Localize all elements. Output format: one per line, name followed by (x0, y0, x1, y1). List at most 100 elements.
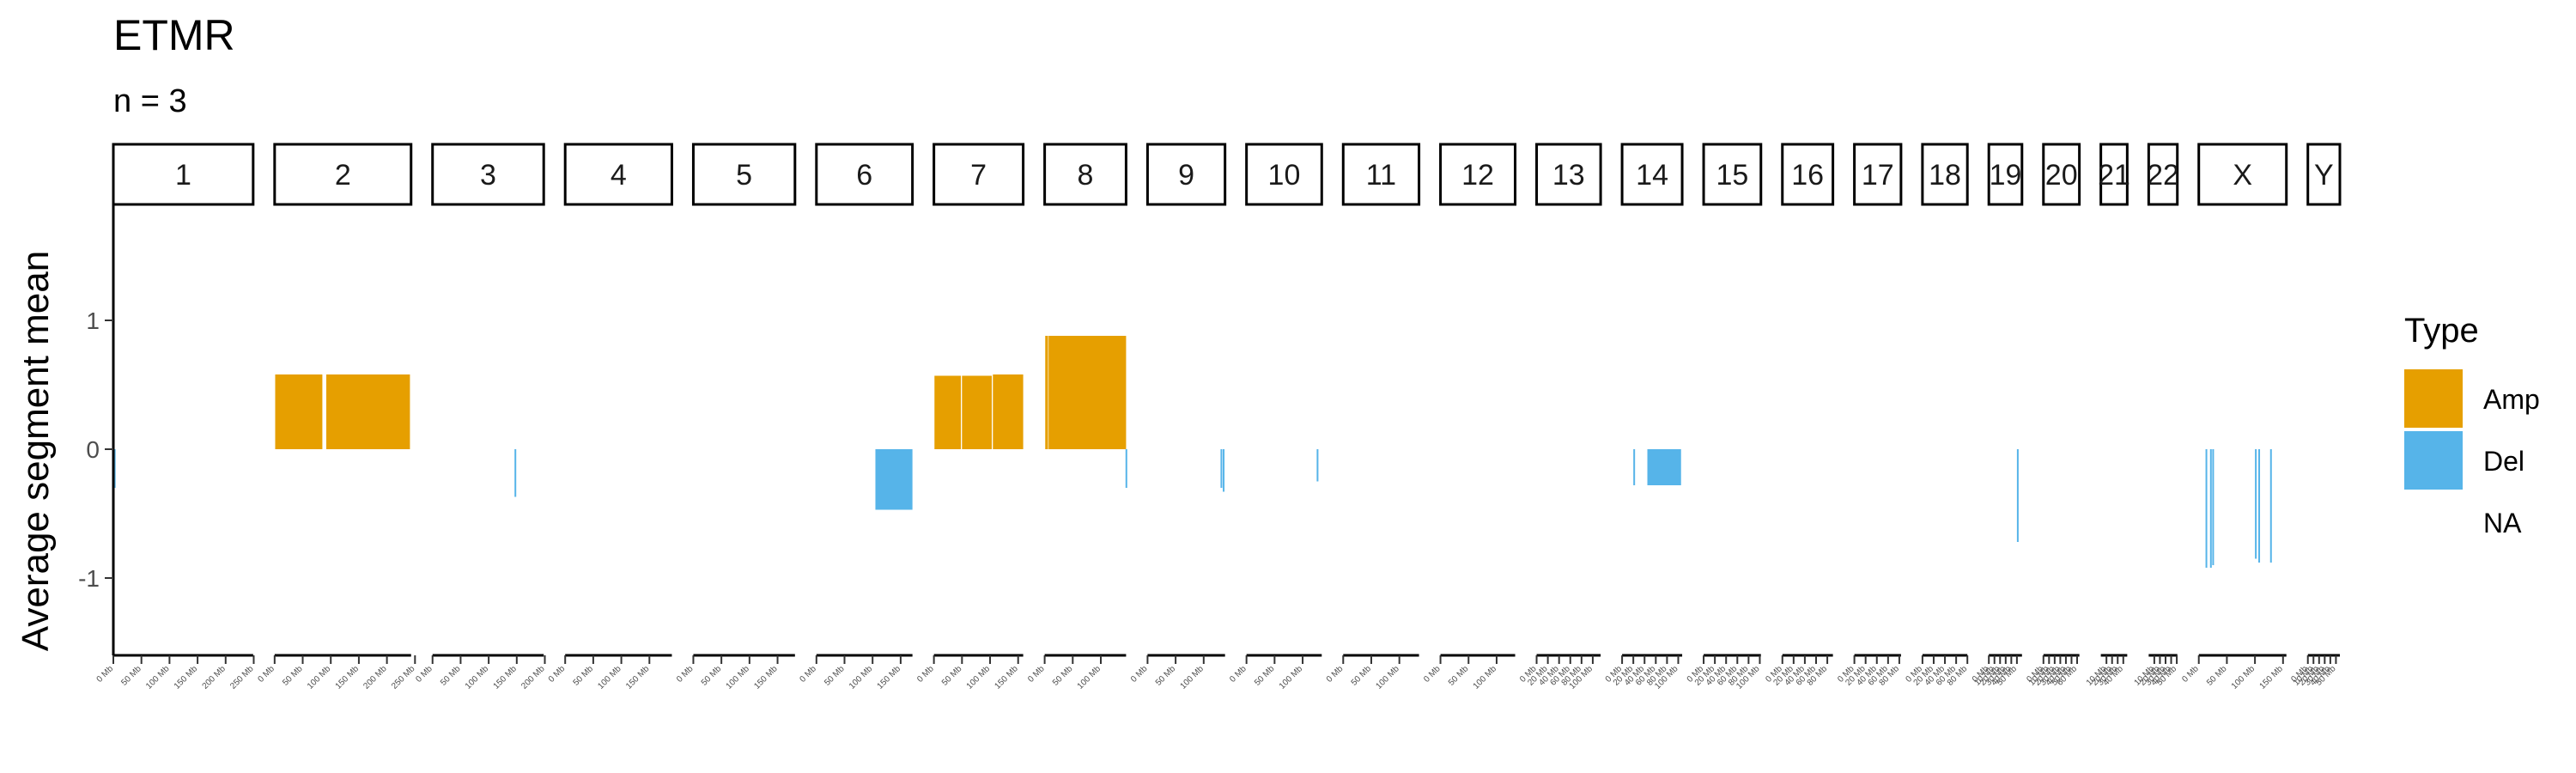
facet-label-1: 1 (175, 159, 191, 192)
x-tick-label-9-100: 100 Mb (1179, 664, 1206, 691)
x-tick-label-9-0: 0 Mb (1129, 664, 1150, 685)
legend-key-Amp (2404, 369, 2463, 428)
segment-bar-2-2 (325, 374, 410, 449)
facet-strip-15 (1702, 143, 1763, 206)
x-tick-label-12-0: 0 Mb (1422, 664, 1443, 685)
legend-key-Del (2404, 431, 2463, 490)
x-tick-label-8-50: 50 Mb (1051, 664, 1075, 688)
facet-strip-22 (2147, 143, 2179, 206)
legend-keys: Amp Del NA (2404, 369, 2540, 539)
facet-label-17: 17 (1862, 159, 1894, 192)
x-tick-label-6-100: 100 Mb (848, 664, 875, 691)
segment-bar-9-12 (1223, 449, 1225, 492)
chart-subtitle: n = 3 (113, 83, 187, 119)
x-tick-label-4-150: 150 Mb (624, 664, 652, 691)
facet-strip-12 (1439, 143, 1517, 206)
x-tick-label-2-100: 100 Mb (306, 664, 333, 691)
x-tick-label-2-250: 250 Mb (390, 664, 417, 691)
segment-bar-X-19 (2212, 449, 2215, 565)
x-tick-label-8-0: 0 Mb (1026, 664, 1047, 685)
x-tick-label-X-100: 100 Mb (2230, 664, 2257, 691)
x-tick-label-10-0: 0 Mb (1228, 664, 1249, 685)
facet-label-4: 4 (611, 159, 627, 192)
x-tick-label-3-200: 200 Mb (519, 664, 547, 691)
x-tick-label-1-250: 250 Mb (228, 664, 256, 691)
facet-strip-X (2197, 143, 2288, 206)
facet-label-21: 21 (2098, 159, 2130, 192)
x-tick-label-10-50: 50 Mb (1253, 664, 1277, 688)
x-tick-label-11-100: 100 Mb (1374, 664, 1401, 691)
segment-bar-19-16 (2016, 449, 2019, 542)
facet-label-X: X (2233, 159, 2252, 192)
x-tick-label-1-100: 100 Mb (144, 664, 172, 691)
facet-strip-16 (1781, 143, 1835, 206)
y-tick-label-1: 1 (86, 307, 100, 334)
segment-bar-7-6 (962, 375, 992, 449)
facet-label-18: 18 (1929, 159, 1961, 192)
legend-label-NA: NA (2483, 508, 2522, 539)
facet-strip-Y (2306, 143, 2342, 206)
facet-strip-14 (1620, 143, 1684, 206)
segment-bar-8-8 (1045, 336, 1048, 449)
x-tick-label-4-50: 50 Mb (572, 664, 596, 688)
facet-label-20: 20 (2045, 159, 2078, 192)
facet-label-9: 9 (1178, 159, 1194, 192)
facet-label-14: 14 (1636, 159, 1668, 192)
legend-title: Type (2404, 312, 2479, 350)
y-tick-label-0: 0 (86, 436, 100, 463)
x-tick-label-7-150: 150 Mb (993, 664, 1020, 691)
x-tick-label-3-0: 0 Mb (414, 664, 434, 685)
facet-strip-11 (1341, 143, 1421, 206)
x-tick-label-2-150: 150 Mb (334, 664, 361, 691)
x-tick-label-6-0: 0 Mb (798, 664, 818, 685)
segment-bar-2-1 (275, 374, 323, 449)
x-tick-label-12-100: 100 Mb (1472, 664, 1499, 691)
x-tick-label-1-200: 200 Mb (201, 664, 228, 691)
segment-bar-3-3 (514, 449, 517, 497)
facet-strips: 1 2 3 4 5 6 7 8 9 10 11 12 13 14 15 16 17 18 19 20 21 22 X Y (112, 143, 2342, 206)
segment-bar-X-18 (2209, 449, 2212, 568)
segment-bar-8-9 (1048, 336, 1127, 449)
x-tick-label-3-50: 50 Mb (439, 664, 463, 688)
y-axis: -1 0 1 (78, 204, 115, 655)
segment-bar-8-10 (1125, 449, 1127, 488)
x-tick-label-11-50: 50 Mb (1350, 664, 1374, 688)
y-axis-title: Average segment mean (15, 251, 57, 651)
facet-strip-13 (1535, 143, 1602, 206)
chart-title: ETMR (113, 11, 235, 59)
segment-bars (113, 336, 2272, 568)
facet-label-13: 13 (1552, 159, 1585, 192)
x-tick-label-X-150: 150 Mb (2258, 664, 2286, 691)
segment-bar-9-11 (1220, 449, 1223, 488)
segment-bar-X-21 (2258, 449, 2261, 563)
x-tick-label-7-0: 0 Mb (915, 664, 936, 685)
segment-bar-7-5 (934, 375, 962, 449)
facet-label-2: 2 (335, 159, 351, 192)
x-tick-label-5-0: 0 Mb (675, 664, 696, 685)
segment-bar-6-4 (875, 449, 913, 510)
x-tick-label-5-100: 100 Mb (725, 664, 752, 691)
facet-strip-1 (112, 143, 255, 206)
legend-label-Amp: Amp (2483, 384, 2540, 415)
facet-strip-19 (1987, 143, 2024, 206)
facet-label-16: 16 (1791, 159, 1824, 192)
facet-strip-20 (2042, 143, 2081, 206)
facet-strip-10 (1245, 143, 1323, 206)
facet-label-5: 5 (736, 159, 752, 192)
x-tick-label-8-100: 100 Mb (1076, 664, 1103, 691)
x-tick-label-7-100: 100 Mb (965, 664, 993, 691)
facet-strip-5 (691, 143, 797, 206)
x-tick-label-10-100: 100 Mb (1278, 664, 1305, 691)
x-tick-label-9-50: 50 Mb (1154, 664, 1178, 688)
facet-label-19: 19 (1990, 159, 2022, 192)
segment-bar-1-0 (113, 449, 116, 488)
facet-label-11: 11 (1366, 159, 1396, 192)
x-tick-label-2-0: 0 Mb (256, 664, 276, 685)
x-tick-label-2-200: 200 Mb (361, 664, 389, 691)
x-tick-label-5-50: 50 Mb (700, 664, 724, 688)
segment-bar-X-17 (2205, 449, 2208, 568)
x-tick-label-5-150: 150 Mb (752, 664, 780, 691)
facet-strip-9 (1145, 143, 1227, 206)
x-tick-label-3-150: 150 Mb (492, 664, 519, 691)
